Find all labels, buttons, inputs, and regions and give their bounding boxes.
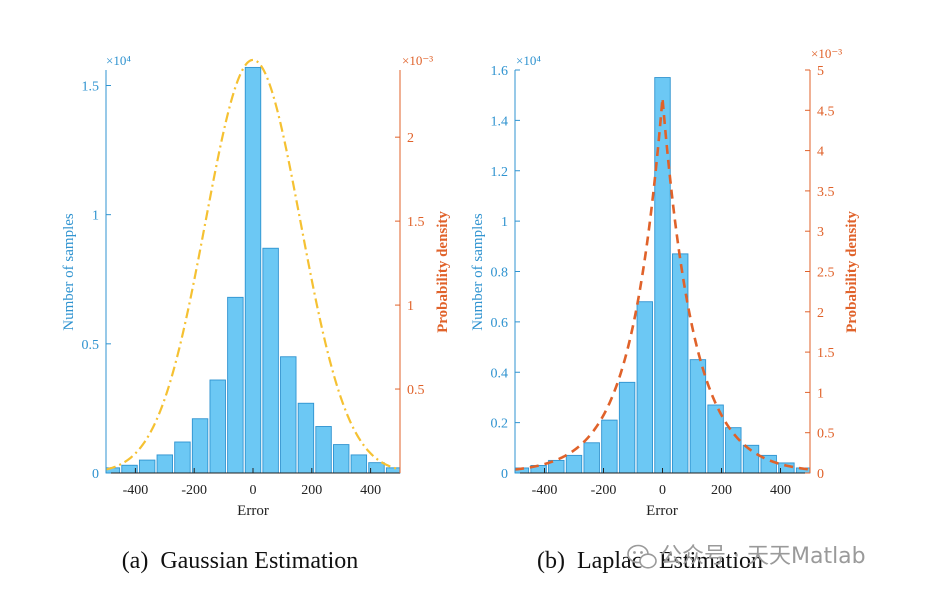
left-y-tick-label: 0.8 [491,266,509,281]
x-ticks: -400 -200 0 200 400 [532,468,791,498]
bar [636,301,653,474]
left-y-tick-label: 1 [92,209,99,224]
left-exponent-label: ×10⁴ [516,53,541,68]
right-y-tick-label: 0 [817,467,824,482]
right-y-tick-label: 4 [817,145,824,160]
bar [156,454,174,474]
left-y-tick-label: 1.2 [491,165,509,180]
bar [280,356,297,474]
bar [385,467,401,474]
x-tick-label: -400 [123,483,149,498]
x-tick-label: 0 [250,483,257,498]
left-y-tick-label: 0.6 [491,316,509,331]
x-tick-label: -200 [591,483,617,498]
right-y-tick-label: 0.5 [817,427,835,442]
left-y-tick-label: 0 [92,467,99,482]
left-y-tick-label: 1.6 [491,64,509,79]
x-tick-label: -200 [181,483,207,498]
bar [725,427,742,474]
gaussian-fit-curve [105,58,401,471]
right-y-tick-label: 3 [817,225,824,240]
wechat-icon [627,544,657,569]
bar-series [514,77,811,474]
bar [227,296,244,474]
right-y-axis-label: Probability density [435,211,451,333]
watermark-text: 公众号 · 天天Matlab [660,544,866,569]
left-y-axis-label: Number of samples [61,213,77,331]
right-y-tick-label: 1 [817,386,824,401]
bar [244,66,262,474]
right-y-tick-label: 0.5 [407,383,425,398]
laplace-estimation-chart: -400 -200 0 200 400 00.20.40.60.811.21.41.6 … [470,46,860,574]
gaussian-estimation-chart: -400 -200 0 200 400 0 0.5 1 1.5 0.5 1 1.5 2 ×10⁴ ×… [61,53,451,574]
x-ticks: -400 -200 0 200 400 [123,468,381,498]
left-y-tick-label: 1.5 [82,80,100,95]
bar [315,426,332,474]
bar [654,77,671,474]
x-tick-label: 200 [711,483,732,498]
bar [209,379,226,474]
bar [333,444,350,474]
bar-series [105,66,401,474]
right-y-ticks: 0.5 1 1.5 2 [395,131,425,398]
x-axis-label: Error [237,503,269,519]
bar [565,454,583,474]
left-y-ticks: 0 0.2 0.4 0.6 0.8 1 1.2 1.4 1.6 [491,64,520,482]
x-axis-label: Error [646,503,678,519]
right-exponent-label: ×10⁻³ [402,53,433,68]
right-y-ticks: 0 0.5 1 1.5 2 2.5 3 3.5 4 4.5 5 [805,64,835,482]
left-y-tick-label: 1.4 [491,114,509,129]
laplace-fit-curve [514,98,811,471]
chart-caption: (a) Gaussian Estimation [122,548,359,574]
left-exponent-label: ×10⁴ [106,53,131,68]
watermark: 公众号 · 天天Matlab [627,544,866,569]
x-tick-label: 400 [770,483,791,498]
bar [601,419,618,474]
right-y-tick-label: 1.5 [817,346,835,361]
bar [191,418,209,474]
left-y-tick-label: 0 [501,467,508,482]
bar [689,359,707,474]
x-tick-label: -400 [532,483,558,498]
x-tick-label: 400 [360,483,381,498]
right-y-tick-label: 2.5 [817,266,835,281]
right-exponent-label: ×10⁻³ [811,46,842,61]
right-y-tick-label: 1 [407,299,414,314]
left-y-axis-label: Number of samples [470,213,486,331]
left-y-tick-label: 0.2 [491,417,509,432]
bar [297,402,315,474]
left-y-ticks: 0 0.5 1 1.5 [82,80,111,482]
right-y-tick-label: 1.5 [407,215,425,230]
x-tick-label: 200 [301,483,322,498]
right-y-tick-label: 3.5 [817,185,835,200]
left-y-tick-label: 1 [501,215,508,230]
bar [350,454,368,474]
bar [138,459,156,474]
right-y-axis-label: Probability density [844,211,860,333]
right-y-tick-label: 2 [407,131,414,146]
left-y-tick-label: 0.5 [82,338,100,353]
bar [618,381,636,474]
bar [174,441,191,474]
right-y-tick-label: 4.5 [817,104,835,119]
left-y-tick-label: 0.4 [491,366,509,381]
right-y-tick-label: 5 [817,64,824,79]
x-tick-label: 0 [659,483,666,498]
bar [583,442,600,474]
right-y-tick-label: 2 [817,306,824,321]
bar [262,247,279,474]
